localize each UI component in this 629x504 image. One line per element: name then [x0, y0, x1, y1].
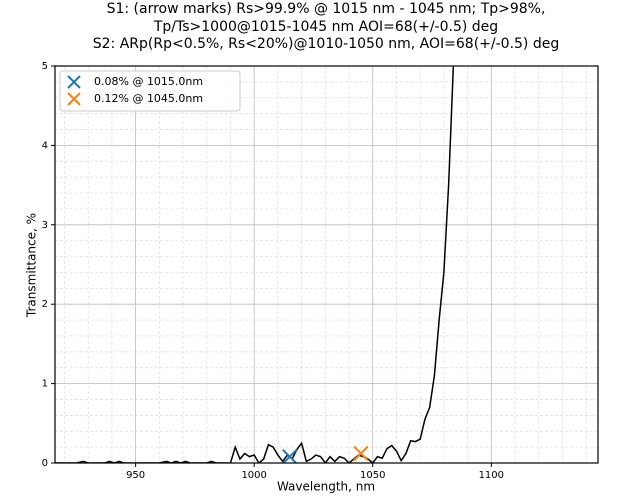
x-tick-label: 1050	[360, 470, 385, 481]
y-tick-label: 4	[42, 140, 48, 151]
legend-marker	[67, 92, 81, 106]
plot-area	[55, 66, 455, 463]
y-tick-label: 2	[42, 299, 48, 310]
marker	[282, 448, 298, 463]
legend-label: 0.12% @ 1045.0nm	[94, 92, 203, 105]
y-axis-label: Transmittance, %	[25, 213, 39, 318]
x-tick-label: 950	[126, 470, 145, 481]
legend: 0.08% @ 1015.0nm 0.12% @ 1045.0nm	[59, 70, 241, 112]
legend-label: 0.08% @ 1015.0nm	[94, 75, 203, 88]
plot-frame	[54, 65, 599, 464]
legend-box	[59, 70, 241, 112]
y-tick-label: 0	[42, 458, 48, 469]
chart-title: S2: ARp(Rp<0.5%, Rs<20%)@1010-1050 nm, A…	[93, 36, 559, 52]
spectrum-line	[55, 66, 455, 463]
chart-title: Tp/Ts>1000@1015-1045 nm AOI=68(+/-0.5) d…	[153, 19, 498, 35]
marker	[353, 445, 369, 462]
y-tick-label: 1	[42, 379, 48, 390]
legend-marker	[67, 75, 81, 89]
x-axis-label: Wavelength, nm	[277, 480, 375, 494]
x-tick-label: 1000	[241, 470, 266, 481]
chart-title: S1: (arrow marks) Rs>99.9% @ 1015 nm - 1…	[107, 1, 546, 17]
x-tick-label: 1100	[479, 470, 504, 481]
y-tick-label: 5	[42, 61, 48, 72]
y-tick-label: 3	[42, 220, 48, 231]
